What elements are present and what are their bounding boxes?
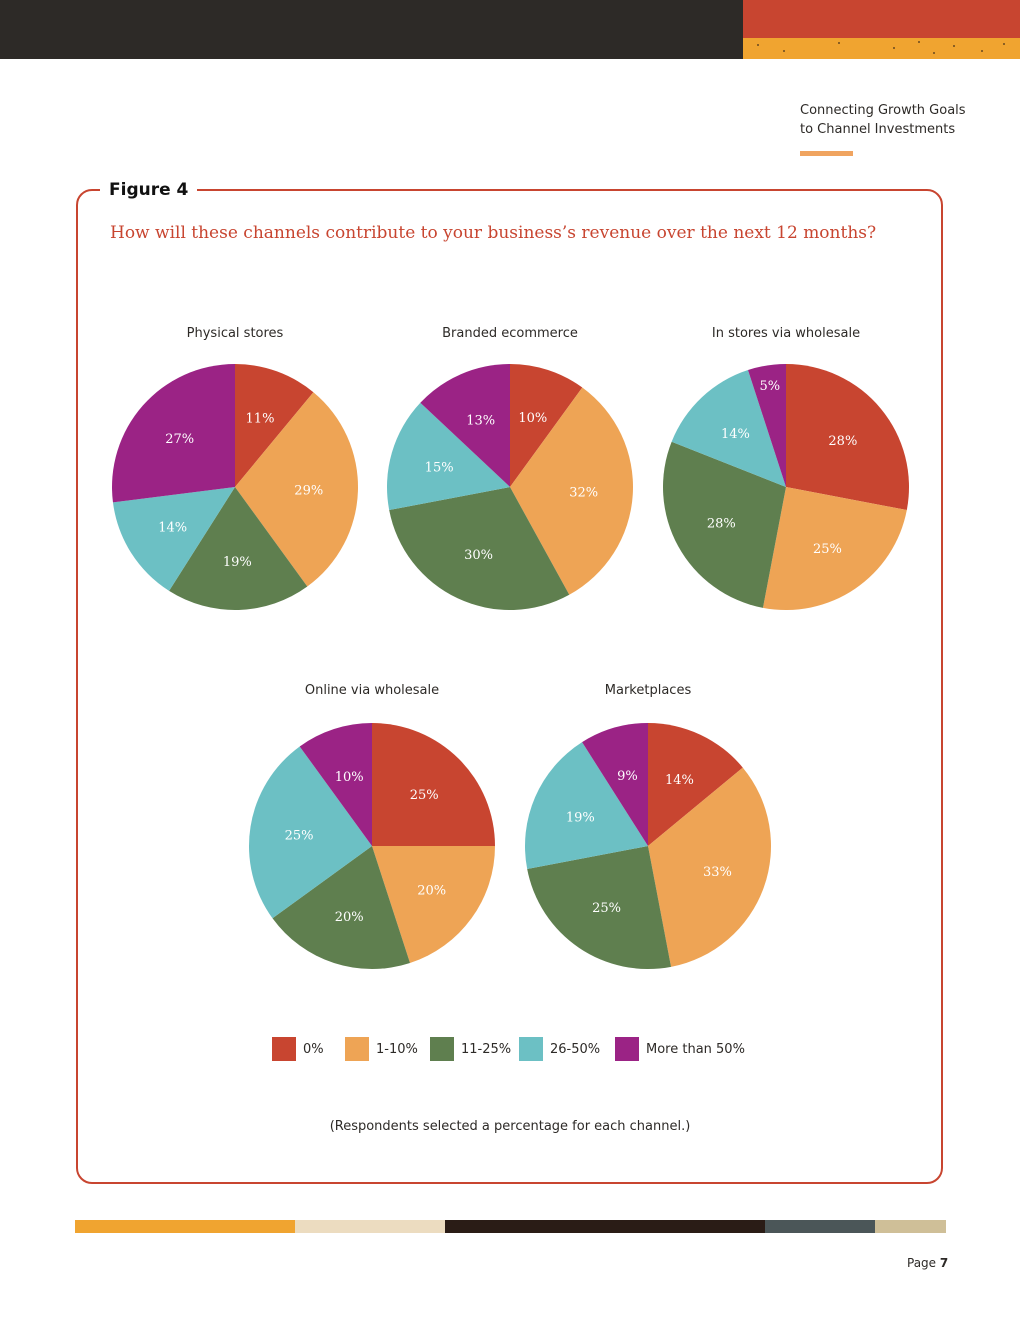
pie-1-slice-more-than-50: [420, 363, 510, 487]
pie-1-label-1-10: 32%: [569, 486, 598, 501]
pie-title-marketplaces: Marketplaces: [604, 683, 692, 698]
pie-4-slice-26-50: [525, 742, 648, 870]
pie-3-slice-26-50: [249, 746, 372, 919]
pie-1-label-11-25: 30%: [464, 548, 493, 563]
pie-4-slice-11-25: [527, 846, 672, 970]
pie-title-in-stores-via-wholesale: In stores via wholesale: [711, 326, 861, 341]
figure-question: How will these channels contribute to yo…: [110, 223, 877, 243]
header-band-orange: [743, 38, 1020, 59]
pie-2-label-26-50: 14%: [721, 427, 750, 442]
pie-1-slice-1-10: [510, 387, 633, 595]
page-label: Page: [907, 1256, 937, 1270]
legend-item-11-25: 11-25%: [430, 1036, 511, 1062]
pie-2-slice-more-than-50: [747, 364, 786, 487]
pie-3-slice-zero: [372, 723, 495, 846]
pie-1-slice-11-25: [389, 487, 570, 610]
pie-0-label-more-than-50: 27%: [165, 432, 194, 447]
pie-2-slice-11-25: [663, 441, 786, 608]
pie-title-branded-ecommerce: Branded ecommerce: [442, 326, 578, 341]
legend-label-0: 0%: [303, 1041, 324, 1057]
figure-frame: [76, 189, 943, 1184]
chart-legend: 0% 1-10% 11-25% 26-50% More than 50%: [0, 1036, 1020, 1062]
legend-swatch-26-50: [519, 1037, 543, 1061]
section-header-underline: [800, 151, 853, 156]
legend-swatch-11-25: [430, 1037, 454, 1061]
pie-3-label-zero: 25%: [410, 788, 439, 803]
pie-4-label-more-than-50: 9%: [617, 769, 638, 784]
pie-0-label-1-10: 29%: [294, 483, 323, 498]
legend-swatch-1-10: [345, 1037, 369, 1061]
legend-item-0: 0%: [272, 1036, 324, 1062]
legend-label-11-25: 11-25%: [461, 1041, 512, 1057]
legend-label-26-50: 26-50%: [550, 1041, 601, 1057]
section-header-line1: Connecting Growth Goals: [800, 103, 966, 118]
pie-0-slice-more-than-50: [112, 364, 235, 503]
legend-item-1-10: 1-10%: [345, 1036, 418, 1062]
pie-2-label-11-25: 28%: [707, 517, 736, 532]
legend-swatch-0: [272, 1037, 296, 1061]
page-number-value: 7: [939, 1256, 949, 1270]
pie-3-label-26-50: 25%: [285, 828, 314, 843]
pie-3-slice-1-10: [372, 846, 495, 963]
pie-0-slice-11-25: [169, 487, 308, 611]
pie-4-label-zero: 14%: [665, 773, 694, 788]
pie-4-slice-more-than-50: [582, 723, 648, 846]
pie-title-online-via-wholesale: Online via wholesale: [304, 683, 440, 698]
pie-1-slice-zero: [510, 364, 583, 487]
section-header: Connecting Growth Goals to Channel Inves…: [800, 101, 966, 139]
section-header-line2: to Channel Investments: [800, 122, 956, 137]
pie-4-slice-1-10: [648, 767, 772, 967]
pie-3-label-1-10: 20%: [417, 883, 446, 898]
pie-1-label-26-50: 15%: [425, 460, 454, 475]
pie-4-label-1-10: 33%: [703, 865, 732, 880]
pie-2-slice-1-10: [762, 487, 907, 610]
header-band-red: [743, 0, 1020, 38]
legend-label-more-than-50: More than 50%: [646, 1041, 745, 1057]
legend-item-26-50: 26-50%: [519, 1036, 600, 1062]
pie-4-label-26-50: 19%: [566, 811, 595, 826]
pie-2-slice-26-50: [671, 370, 786, 487]
pie-title-physical-stores: Physical stores: [186, 326, 284, 341]
pie-3-slice-more-than-50: [299, 723, 372, 846]
pie-1-label-zero: 10%: [518, 411, 547, 426]
pie-2-label-more-than-50: 5%: [760, 379, 781, 394]
pie-2-label-zero: 28%: [828, 434, 857, 449]
pie-2-slice-zero: [786, 364, 909, 511]
pie-0-slice-1-10: [235, 392, 358, 587]
legend-label-1-10: 1-10%: [376, 1041, 418, 1057]
figure-label: Figure 4: [100, 177, 198, 203]
pie-0-label-zero: 11%: [246, 412, 275, 427]
pie-2-label-1-10: 25%: [813, 542, 842, 557]
pie-4-label-11-25: 25%: [592, 901, 621, 916]
header-band-dark: [0, 0, 743, 59]
page-number: Page 7: [907, 1256, 948, 1270]
pie-3-label-11-25: 20%: [335, 910, 364, 925]
legend-item-more-than-50: More than 50%: [615, 1036, 745, 1062]
pie-3-label-more-than-50: 10%: [335, 770, 364, 785]
legend-swatch-more-than-50: [615, 1037, 639, 1061]
pie-0-label-11-25: 19%: [223, 555, 252, 570]
pie-0-slice-zero: [235, 364, 314, 487]
pie-4-slice-zero: [648, 723, 743, 846]
pie-0-label-26-50: 14%: [158, 521, 187, 536]
pie-3-slice-11-25: [272, 846, 411, 970]
figure-footnote: (Respondents selected a percentage for e…: [329, 1119, 691, 1134]
pie-0-slice-26-50: [112, 487, 235, 591]
pie-1-label-more-than-50: 13%: [466, 413, 495, 428]
pie-1-slice-26-50: [387, 402, 510, 511]
footer-decorative-strip: [75, 1220, 946, 1233]
